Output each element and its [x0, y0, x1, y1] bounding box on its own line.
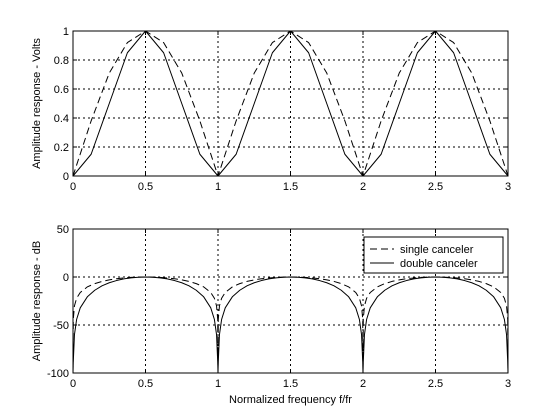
top-plot-xtick-label: 0: [70, 181, 76, 193]
top-plot-xtick-label: 1: [215, 181, 221, 193]
bottom-plot-ytick-label: -100: [47, 368, 69, 380]
top-plot-xtick-label: 2.5: [428, 181, 443, 193]
top-plot-ytick-label: 0.8: [54, 55, 69, 67]
bottom-plot-xtick-label: 2.5: [428, 378, 443, 390]
bottom-plot-xtick-label: 0.5: [138, 378, 153, 390]
bottom-plot-xtick-label: 0: [70, 378, 76, 390]
bottom-plot-xtick-label: 1: [215, 378, 221, 390]
top-plot-ytick-label: 0.6: [54, 84, 69, 96]
top-plot-amplitude-volts: 0 0.5 1 1.5 2 2.5 3 0 0.2 0.4 0.6 0.8 1 Amplitude re…: [31, 26, 511, 193]
bottom-plot-ytick-label: 0: [63, 272, 69, 284]
legend-label-double: double canceler: [400, 258, 478, 270]
bottom-plot-xlabel: Normalized frequency f/fr: [229, 394, 352, 406]
bottom-plot-xtick-label: 1.5: [283, 378, 298, 390]
legend-box: [363, 236, 504, 274]
bottom-plot-ytick-label: -50: [53, 320, 69, 332]
bottom-plot-series: [72, 276, 509, 374]
bottom-plot-series-solid-line: [72, 276, 509, 374]
top-plot-xtick-label: 2: [360, 181, 366, 193]
top-plot-ytick-label: 0.4: [54, 113, 69, 125]
top-plot-ytick-label: 1: [63, 26, 69, 38]
top-plot-ytick-label: 0.2: [54, 142, 69, 154]
bottom-plot-ytick-label: 50: [57, 224, 69, 236]
bottom-plot-xtick-label: 3: [505, 378, 511, 390]
bottom-plot-xtick-label: 2: [360, 378, 366, 390]
bottom-plot-ticks: 0 0.5 1 1.5 2 2.5 3 -100 -50 0 50: [47, 224, 511, 390]
top-plot-xtick-label: 0.5: [138, 181, 153, 193]
top-plot-ticks: 0 0.5 1 1.5 2 2.5 3 0 0.2 0.4 0.6 0.8 1: [54, 26, 511, 193]
top-plot-ylabel: Amplitude response - Volts: [31, 38, 43, 169]
legend-label-single: single canceler: [400, 244, 474, 256]
bottom-plot-ylabel: Amplitude response - dB: [31, 241, 43, 361]
bottom-plot-amplitude-db: 0 0.5 1 1.5 2 2.5 3 -100 -50 0 50 Amplitude respon…: [31, 224, 511, 406]
bottom-plot-legend: single canceler double canceler: [363, 236, 504, 274]
top-plot-xtick-label: 1.5: [283, 181, 298, 193]
top-plot-ytick-label: 0: [63, 171, 69, 183]
top-plot-xtick-label: 3: [505, 181, 511, 193]
top-plot-grid: [73, 31, 508, 176]
